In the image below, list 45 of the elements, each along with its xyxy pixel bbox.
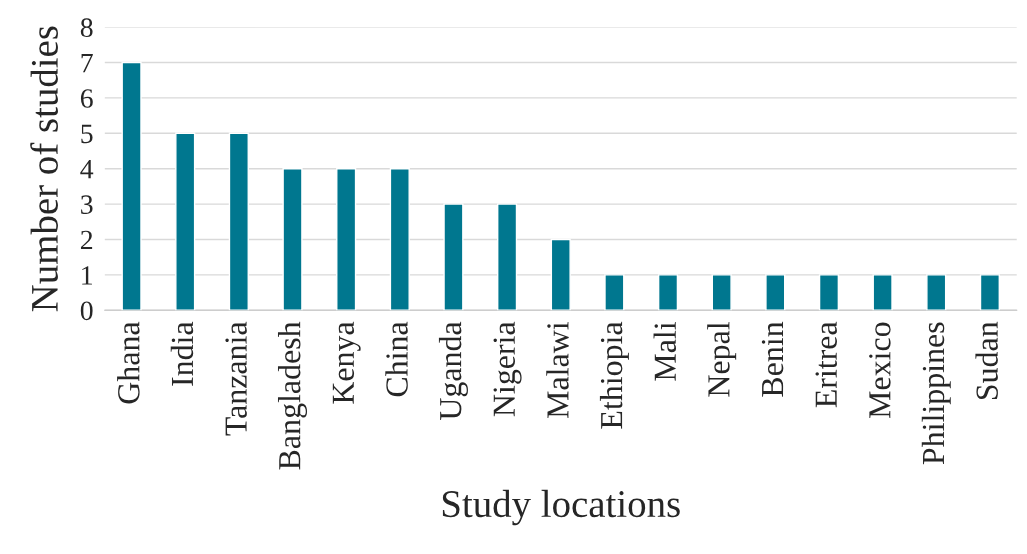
bar — [389, 167, 410, 311]
bar — [336, 167, 357, 311]
x-tick-label: Philippines — [921, 322, 951, 465]
y-tick-label: 3 — [81, 195, 93, 214]
x-tick-label: Benin — [761, 321, 784, 397]
x-tick-label: Malawi — [546, 321, 569, 419]
bar — [711, 274, 732, 311]
x-tick-label: Kenya — [332, 321, 361, 404]
x-tick-label: Tanzania — [225, 321, 247, 436]
bar — [550, 238, 571, 311]
x-tick-label: Mexico — [869, 322, 891, 419]
y-axis-title: Number of studies — [30, 26, 58, 312]
bar — [282, 167, 303, 311]
bar — [926, 274, 947, 311]
bar — [228, 132, 249, 311]
y-tick-label: 7 — [81, 53, 93, 73]
bar — [443, 203, 464, 311]
x-tick-label: China — [385, 321, 408, 397]
x-tick-label: Nepal — [707, 321, 737, 397]
bar — [604, 274, 625, 311]
y-tick-label: 2 — [80, 230, 93, 250]
x-tick-label: Ghana — [117, 321, 140, 404]
x-tick-label: Ethiopia — [599, 321, 629, 429]
x-tick-label: Sudan — [975, 321, 998, 400]
x-tick-label: Bangladesh — [277, 321, 308, 470]
y-tick-label: 6 — [80, 89, 93, 108]
bar — [872, 274, 893, 311]
y-tick-label: 0 — [80, 301, 93, 321]
bar — [818, 274, 840, 311]
bar — [657, 274, 679, 311]
y-tick-label: 4 — [80, 160, 94, 179]
bar — [765, 274, 786, 311]
y-tick-label: 8 — [80, 18, 93, 38]
y-tick-label: 5 — [81, 124, 93, 144]
x-tick-label: Nigeria — [493, 321, 522, 417]
y-tick-label: 1 — [82, 266, 92, 285]
bar — [497, 203, 518, 311]
x-tick-label: Mali — [653, 321, 677, 381]
x-axis-title: Study locations — [442, 489, 680, 526]
x-tick-label: India — [170, 321, 194, 386]
x-tick-label: Eritrea — [815, 321, 837, 408]
bar — [175, 132, 196, 311]
bar — [979, 274, 1000, 311]
bar — [121, 61, 142, 311]
x-tick-label: Uganda — [438, 321, 468, 421]
